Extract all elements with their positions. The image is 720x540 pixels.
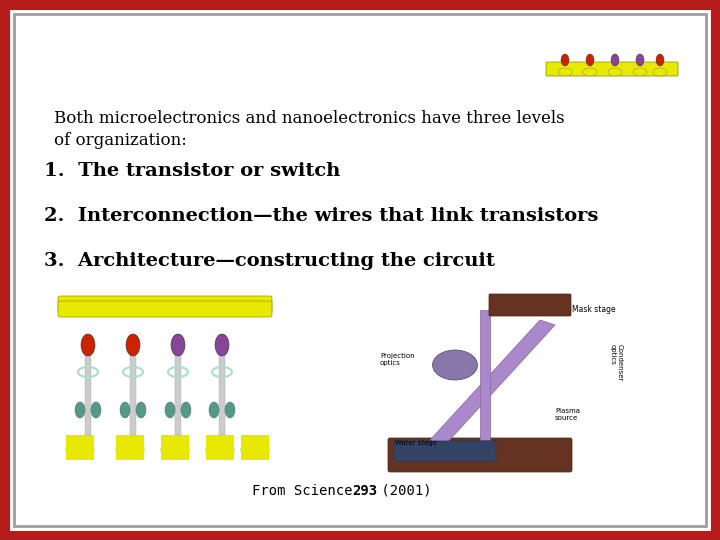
Text: 2.  Interconnection—the wires that link transistors: 2. Interconnection—the wires that link t… xyxy=(44,207,598,225)
Text: Condenser
optics: Condenser optics xyxy=(610,343,623,381)
Ellipse shape xyxy=(633,68,647,76)
Ellipse shape xyxy=(75,402,85,418)
Text: Water stage: Water stage xyxy=(395,440,437,446)
Ellipse shape xyxy=(656,54,664,66)
Bar xyxy=(66,435,94,460)
Ellipse shape xyxy=(225,402,235,418)
Bar xyxy=(219,335,225,435)
Text: Projection
optics: Projection optics xyxy=(380,353,415,366)
Ellipse shape xyxy=(653,68,667,76)
Polygon shape xyxy=(480,310,490,440)
Text: Plasma
source: Plasma source xyxy=(555,408,580,421)
Ellipse shape xyxy=(136,402,146,418)
Ellipse shape xyxy=(116,441,144,459)
Bar xyxy=(241,435,269,460)
Ellipse shape xyxy=(608,68,622,76)
Ellipse shape xyxy=(120,402,130,418)
Ellipse shape xyxy=(91,402,101,418)
Bar xyxy=(175,335,181,435)
Text: of organization:: of organization: xyxy=(54,132,187,149)
Ellipse shape xyxy=(586,54,594,66)
Bar xyxy=(130,335,136,435)
FancyBboxPatch shape xyxy=(489,294,571,316)
Text: From Science: From Science xyxy=(252,484,361,498)
Bar xyxy=(206,435,234,460)
Polygon shape xyxy=(430,320,555,445)
Ellipse shape xyxy=(165,402,175,418)
Ellipse shape xyxy=(215,334,229,356)
Text: (2001): (2001) xyxy=(373,484,431,498)
Ellipse shape xyxy=(561,54,569,66)
Ellipse shape xyxy=(181,402,191,418)
Bar xyxy=(52,285,287,480)
Text: 3.  Architecture—constructing the circuit: 3. Architecture—constructing the circuit xyxy=(44,252,495,270)
Ellipse shape xyxy=(66,441,94,459)
Ellipse shape xyxy=(81,334,95,356)
Ellipse shape xyxy=(209,402,219,418)
FancyBboxPatch shape xyxy=(388,438,572,472)
Ellipse shape xyxy=(126,334,140,356)
Ellipse shape xyxy=(583,68,597,76)
Ellipse shape xyxy=(558,68,572,76)
FancyBboxPatch shape xyxy=(58,296,272,312)
Bar xyxy=(116,435,144,460)
Text: Both microelectronics and nanoelectronics have three levels: Both microelectronics and nanoelectronic… xyxy=(54,110,564,127)
Bar xyxy=(85,335,91,435)
Bar xyxy=(161,435,189,460)
Ellipse shape xyxy=(611,54,619,66)
Ellipse shape xyxy=(171,334,185,356)
Text: Mask stage: Mask stage xyxy=(572,305,616,314)
FancyBboxPatch shape xyxy=(58,301,272,317)
Ellipse shape xyxy=(636,54,644,66)
FancyBboxPatch shape xyxy=(546,62,678,76)
Ellipse shape xyxy=(161,441,189,459)
Text: 1.  The transistor or switch: 1. The transistor or switch xyxy=(44,162,341,180)
Ellipse shape xyxy=(433,350,477,380)
FancyBboxPatch shape xyxy=(394,441,496,461)
Ellipse shape xyxy=(206,441,234,459)
Ellipse shape xyxy=(241,441,269,459)
Text: 293: 293 xyxy=(352,484,377,498)
